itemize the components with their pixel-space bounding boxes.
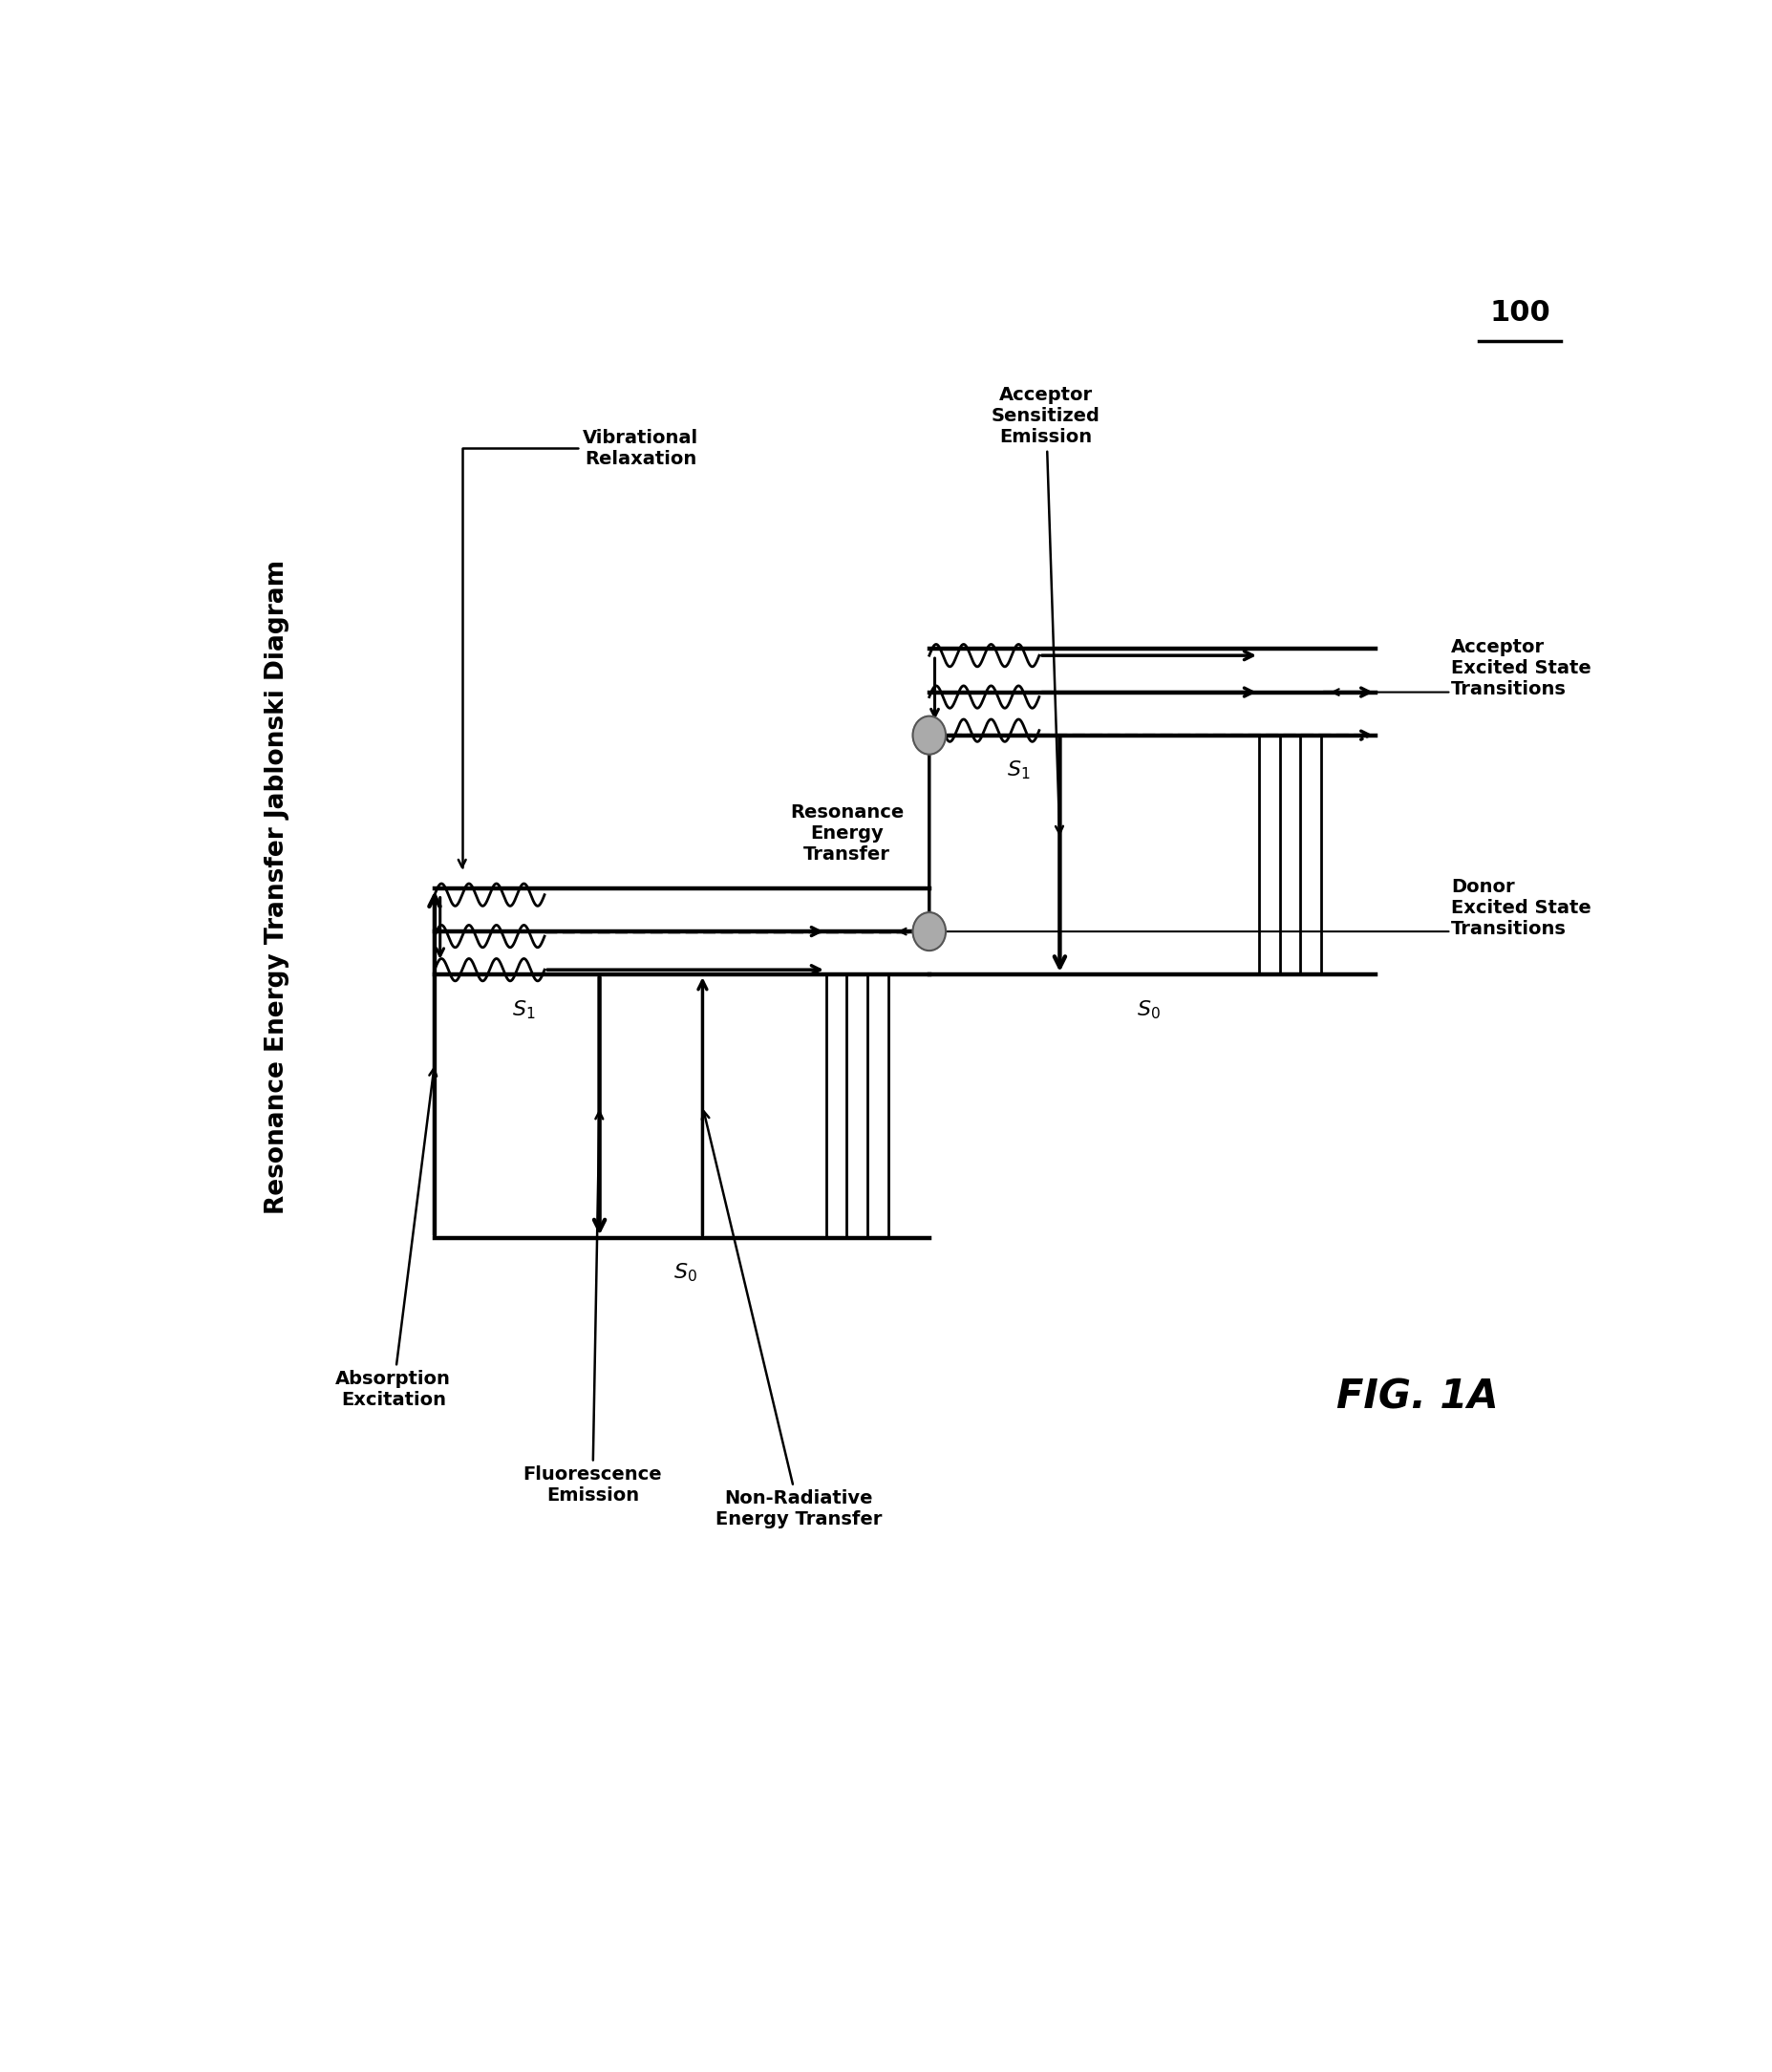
Text: FIG. 1A: FIG. 1A — [1336, 1378, 1497, 1417]
Text: Acceptor
Excited State
Transitions: Acceptor Excited State Transitions — [1451, 638, 1591, 698]
Text: $S_1$: $S_1$ — [1006, 758, 1030, 781]
Text: $S_1$: $S_1$ — [512, 999, 535, 1021]
Text: Resonance
Energy
Transfer: Resonance Energy Transfer — [789, 804, 904, 864]
Text: $S_0$: $S_0$ — [673, 1262, 696, 1285]
Text: Non-Radiative
Energy Transfer: Non-Radiative Energy Transfer — [702, 1111, 881, 1529]
Text: $S_0$: $S_0$ — [1136, 999, 1161, 1021]
Text: Vibrational
Relaxation: Vibrational Relaxation — [459, 429, 698, 868]
Text: 100: 100 — [1488, 298, 1550, 325]
Circle shape — [913, 717, 944, 754]
Circle shape — [913, 912, 944, 951]
Text: Absorption
Excitation: Absorption Excitation — [335, 1069, 450, 1409]
Text: Fluorescence
Emission: Fluorescence Emission — [523, 1111, 661, 1504]
Text: Donor
Excited State
Transitions: Donor Excited State Transitions — [1451, 876, 1591, 939]
Text: Resonance Energy Transfer Jablonski Diagram: Resonance Energy Transfer Jablonski Diag… — [264, 559, 289, 1214]
Text: Acceptor
Sensitized
Emission: Acceptor Sensitized Emission — [991, 385, 1100, 833]
